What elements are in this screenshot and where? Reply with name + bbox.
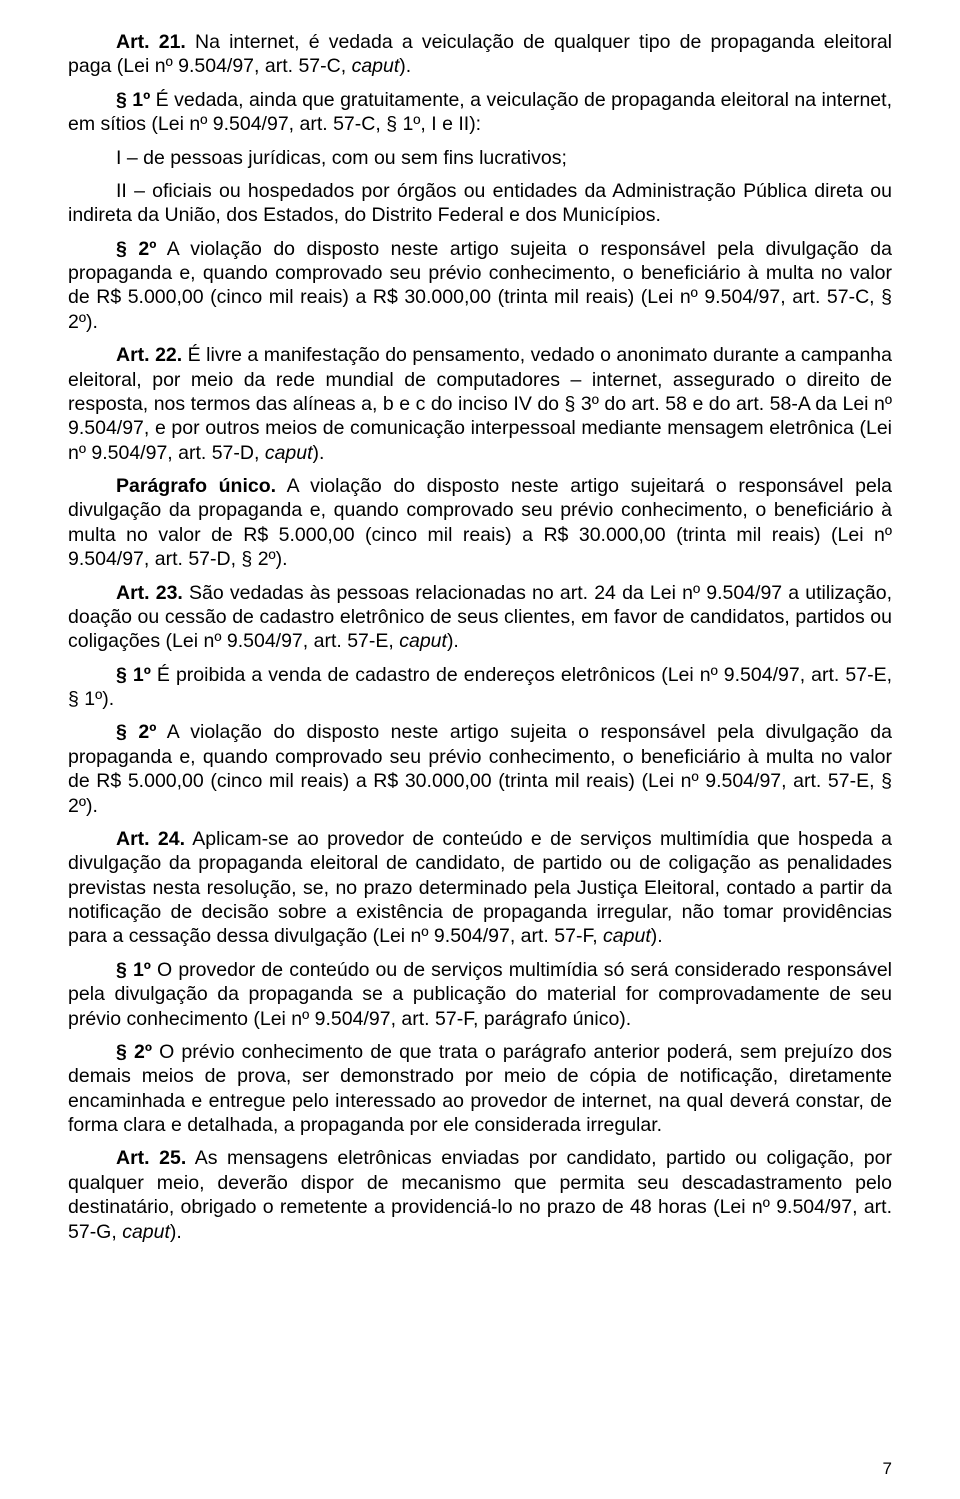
art-21-paragraph-1: § 1º É vedada, ainda que gratuitamente, … [68, 88, 892, 137]
art-21-p2-label: § 2º [116, 238, 156, 260]
art-24-caput: Art. 24. Aplicam-se ao provedor de conte… [68, 827, 892, 949]
art-24-p1-text: O provedor de conteúdo ou de serviços mu… [68, 959, 892, 1030]
art-25-caput: Art. 25. As mensagens eletrônicas enviad… [68, 1146, 892, 1244]
art-25-close: ). [170, 1221, 182, 1243]
art-21-text: Na internet, é vedada a veiculação de qu… [68, 31, 892, 77]
art-21-close: ). [399, 55, 411, 77]
art-22-caput-italic: caput [265, 442, 313, 464]
art-24-label: Art. 24. [116, 828, 185, 850]
art-24-paragraph-2: § 2º O prévio conhecimento de que trata … [68, 1040, 892, 1138]
art-21-paragraph-2: § 2º A violação do disposto neste artigo… [68, 237, 892, 335]
art-23-paragraph-1: § 1º É proibida a venda de cadastro de e… [68, 663, 892, 712]
art-23-p1-text: É proibida a venda de cadastro de endere… [68, 664, 892, 710]
art-24-caput-italic: caput [603, 925, 651, 947]
art-23-p1-label: § 1º [116, 664, 151, 686]
art-25-text: As mensagens eletrônicas enviadas por ca… [68, 1147, 892, 1242]
art-21-caput: Art. 21. Na internet, é vedada a veicula… [68, 30, 892, 79]
art-24-paragraph-1: § 1º O provedor de conteúdo ou de serviç… [68, 958, 892, 1031]
art-23-close: ). [447, 630, 459, 652]
art-24-close: ). [651, 925, 663, 947]
art-23-paragraph-2: § 2º A violação do disposto neste artigo… [68, 720, 892, 818]
art-24-p1-label: § 1º [116, 959, 151, 981]
art-23-p2-label: § 2º [116, 721, 156, 743]
art-22-label: Art. 22. [116, 344, 182, 366]
art-21-caput-italic: caput [352, 55, 400, 77]
art-21-label: Art. 21. [116, 31, 186, 53]
art-23-caput: Art. 23. São vedadas às pessoas relacion… [68, 581, 892, 654]
art-25-caput-italic: caput [122, 1221, 170, 1243]
art-21-p1-text: É vedada, ainda que gratuitamente, a vei… [68, 89, 892, 135]
art-22-text: É livre a manifestação do pensamento, ve… [68, 344, 892, 464]
art-22-pu-label: Parágrafo único. [116, 475, 276, 497]
art-21-inciso-i: I – de pessoas jurídicas, com ou sem fin… [68, 146, 892, 170]
art-21-inciso-ii: II – oficiais ou hospedados por órgãos o… [68, 179, 892, 228]
art-23-text: São vedadas às pessoas relacionadas no a… [68, 582, 892, 653]
art-22-caput: Art. 22. É livre a manifestação do pensa… [68, 343, 892, 465]
art-22-close: ). [313, 442, 325, 464]
art-24-p2-label: § 2º [116, 1041, 152, 1063]
art-21-p2-text: A violação do disposto neste artigo suje… [68, 238, 892, 333]
art-21-p1-label: § 1º [116, 89, 150, 111]
art-23-label: Art. 23. [116, 582, 183, 604]
page-number: 7 [883, 1458, 892, 1479]
art-24-text: Aplicam-se ao provedor de conteúdo e de … [68, 828, 892, 948]
art-23-caput-italic: caput [399, 630, 447, 652]
art-23-p2-text: A violação do disposto neste artigo suje… [68, 721, 892, 816]
art-25-label: Art. 25. [116, 1147, 186, 1169]
art-22-paragrafo-unico: Parágrafo único. A violação do disposto … [68, 474, 892, 572]
art-24-p2-text: O prévio conhecimento de que trata o par… [68, 1041, 892, 1136]
